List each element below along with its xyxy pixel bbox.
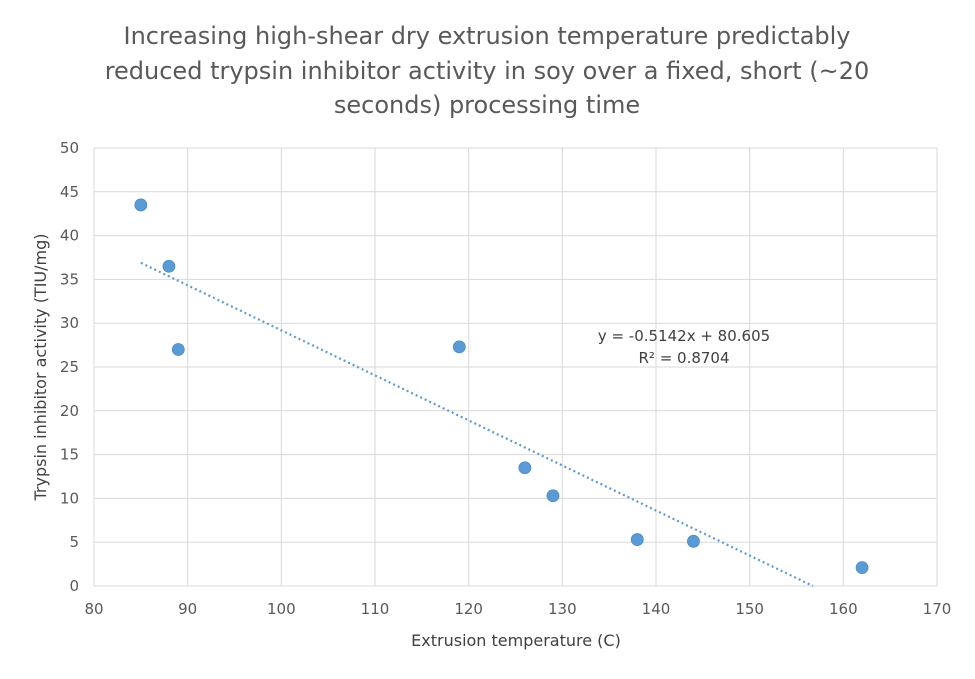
trendline-r-squared-text: R² = 0.8704 <box>638 349 729 367</box>
x-tick-label: 150 <box>735 600 764 618</box>
y-tick-label: 20 <box>60 402 79 420</box>
data-points <box>134 198 869 575</box>
data-point <box>171 343 185 356</box>
x-axis-tick-labels: 80 90 100 110 120 130 140 150 160 170 <box>84 600 951 618</box>
data-point <box>546 489 560 503</box>
data-point <box>162 259 176 273</box>
data-point <box>518 461 532 475</box>
x-tick-label: 160 <box>829 600 858 618</box>
y-tick-label: 5 <box>69 533 79 551</box>
chart-title-line-2: reduced trypsin inhibitor activity in so… <box>105 57 870 85</box>
gridlines <box>93 147 938 587</box>
trendline-equation-text: y = -0.5142x + 80.605 <box>598 327 770 345</box>
x-tick-label: 130 <box>548 600 577 618</box>
x-tick-label: 110 <box>361 600 390 618</box>
y-tick-label: 15 <box>60 446 79 464</box>
chart-title: Increasing high-shear dry extrusion temp… <box>105 22 870 119</box>
chart-title-line-3: seconds) processing time <box>334 91 640 119</box>
x-tick-label: 170 <box>923 600 952 618</box>
y-tick-label: 10 <box>60 489 79 507</box>
y-tick-label: 0 <box>69 577 79 595</box>
data-point <box>687 534 700 548</box>
x-axis-title: Extrusion temperature (C) <box>411 631 621 650</box>
chart-title-line-1: Increasing high-shear dry extrusion temp… <box>123 22 850 50</box>
data-point <box>630 533 644 546</box>
y-axis-title: Trypsin inhibitor activity (TIU/mg) <box>31 233 50 501</box>
y-axis-tick-labels: 0 5 10 15 20 25 30 35 40 45 50 <box>60 139 79 595</box>
data-point <box>134 198 148 212</box>
y-tick-label: 40 <box>60 227 79 245</box>
y-tick-label: 25 <box>60 358 79 376</box>
x-tick-label: 90 <box>178 600 197 618</box>
x-tick-label: 140 <box>642 600 671 618</box>
trendline-equation: y = -0.5142x + 80.605 R² = 0.8704 <box>598 327 770 367</box>
y-tick-label: 45 <box>60 183 79 201</box>
x-tick-label: 80 <box>84 600 103 618</box>
y-tick-label: 50 <box>60 139 79 157</box>
trendline <box>140 261 814 587</box>
y-tick-label: 35 <box>60 270 79 288</box>
trendline-group <box>140 261 814 587</box>
y-tick-label: 30 <box>60 314 79 332</box>
x-tick-label: 120 <box>454 600 483 618</box>
data-point <box>452 340 466 354</box>
x-tick-label: 100 <box>267 600 296 618</box>
data-point <box>855 561 869 575</box>
